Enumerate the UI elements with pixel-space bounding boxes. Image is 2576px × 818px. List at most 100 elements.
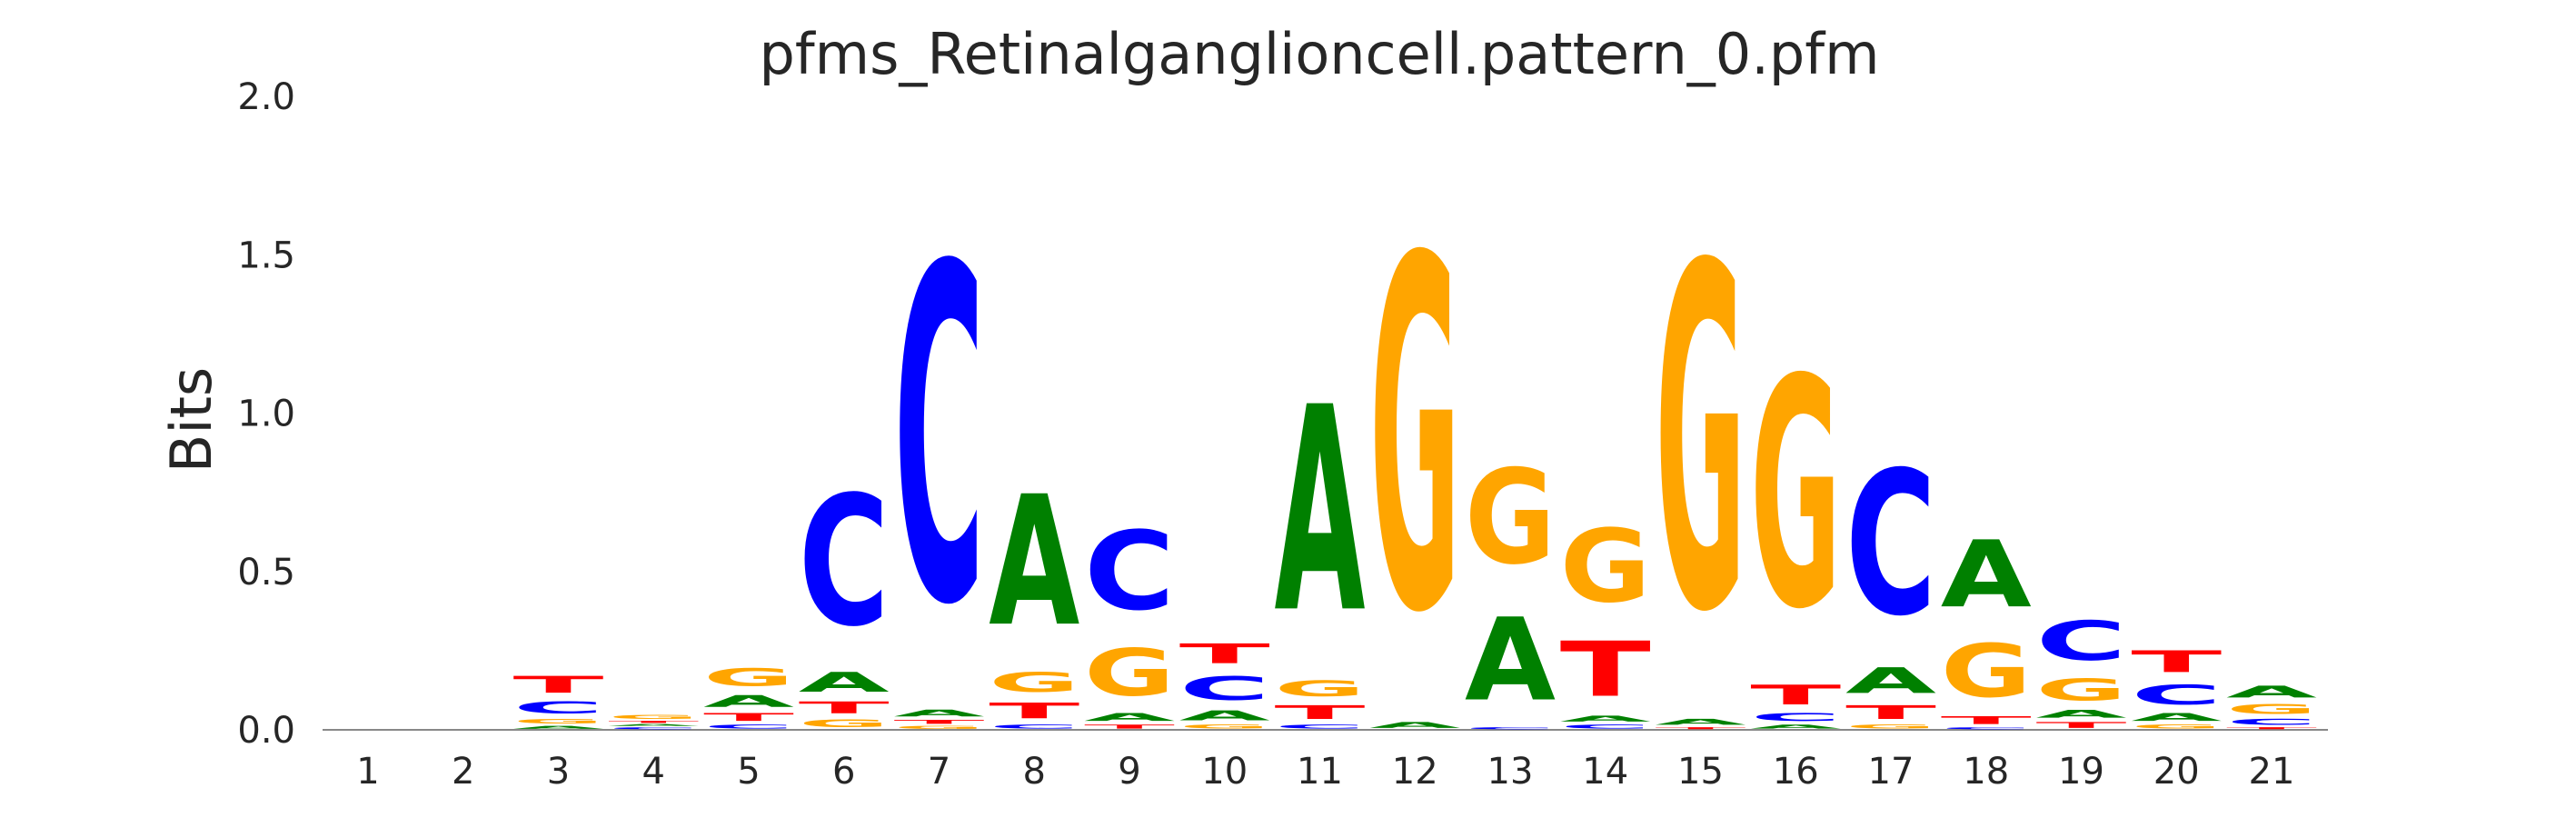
y-axis-label: Bits: [158, 367, 224, 473]
logo-letter-t: T: [1656, 727, 1746, 730]
logo-letter-c: C: [1274, 723, 1365, 730]
logo-letter-g: G: [513, 717, 604, 725]
logo-letter-t: T: [513, 671, 604, 698]
logo-letter-a: A: [1369, 721, 1460, 730]
x-tick-label: 1: [356, 751, 379, 793]
logo-letter-g: G: [703, 663, 794, 692]
logo-letter-c: C: [1084, 509, 1175, 635]
logo-letter-t: T: [2131, 644, 2222, 679]
logo-letter-c: C: [2036, 609, 2127, 673]
logo-letter-t: T: [1179, 638, 1270, 670]
logo-letter-g: G: [1656, 167, 1746, 715]
y-tick-label: 1.5: [237, 234, 295, 276]
logo-letter-g: G: [608, 714, 699, 721]
logo-letter-t: T: [608, 721, 699, 723]
logo-letter-a: A: [1941, 522, 2032, 629]
logo-letter-a: A: [2036, 708, 2127, 721]
logo-letter-c: C: [703, 723, 794, 730]
logo-letter-c: C: [799, 458, 890, 666]
y-tick-label: 2.0: [237, 76, 295, 118]
x-tick-label: 13: [1487, 751, 1534, 793]
logo-letter-t: T: [1084, 723, 1175, 730]
logo-letter-g: G: [989, 666, 1079, 698]
logo-letter-t: T: [703, 711, 794, 723]
logo-letter-g: G: [1369, 157, 1460, 718]
logo-letter-t: T: [1845, 702, 1936, 723]
logo-letter-a: A: [1179, 708, 1270, 723]
x-tick-label: 10: [1201, 751, 1248, 793]
logo-letter-a: A: [1560, 714, 1651, 723]
logo-letter-c: C: [2226, 717, 2317, 726]
x-tick-label: 18: [1963, 751, 2009, 793]
logo-letter-t: T: [1750, 679, 1841, 711]
logo-letter-a: A: [1465, 594, 1556, 726]
logo-letter-t: T: [989, 698, 1080, 723]
logo-letter-a: A: [2131, 711, 2222, 723]
x-tick-label: 20: [2153, 751, 2200, 793]
y-tick-label: 0.5: [237, 552, 295, 594]
logo-letter-g: G: [894, 725, 985, 730]
x-tick-label: 8: [1023, 751, 1046, 793]
x-axis-ticks: 1 2 3 4 5 6 7 8 9 10 11 12 13 14 15 16 17 18 19 20 21: [356, 751, 2294, 793]
x-tick-label: 9: [1118, 751, 1140, 793]
logo-letter-g: G: [1275, 676, 1366, 702]
logo-letter-g: G: [1845, 723, 1936, 730]
x-tick-label: 6: [832, 751, 855, 793]
logo-letter-c: C: [1560, 723, 1651, 730]
logo-letter-t: T: [1941, 714, 2032, 727]
chart-title: pfms_Retinalganglioncell.pattern_0.pfm: [760, 21, 1880, 87]
logo-letter-a: A: [1275, 347, 1366, 674]
logo-letter-g: G: [1179, 723, 1270, 730]
logo-letter-a: A: [1656, 717, 1746, 726]
x-tick-label: 5: [737, 751, 760, 793]
logo-letter-a: A: [608, 723, 699, 726]
x-tick-label: 3: [547, 751, 570, 793]
logo-letter-c: C: [1179, 670, 1270, 707]
logo-letter-a: A: [1845, 661, 1936, 702]
x-tick-label: 12: [1392, 751, 1438, 793]
logo-letter-g: G: [1084, 634, 1175, 711]
y-tick-label: 0.0: [237, 710, 295, 752]
x-tick-label: 19: [2058, 751, 2104, 793]
logo-letter-t: T: [1560, 626, 1651, 714]
x-tick-label: 16: [1773, 751, 1819, 793]
logo-letter-g: G: [1941, 629, 2032, 714]
y-axis-ticks: 0.0 0.5 1.0 1.5 2.0: [237, 76, 295, 752]
y-tick-label: 1.0: [237, 394, 295, 435]
logo-letter-t: T: [894, 719, 985, 725]
logo-letter-a: A: [513, 725, 604, 730]
x-tick-label: 15: [1677, 751, 1724, 793]
x-tick-label: 4: [642, 751, 665, 793]
logo-letter-c: C: [894, 172, 985, 707]
logo-letter-c: C: [1845, 430, 1936, 660]
logo-letter-g: G: [2226, 702, 2317, 717]
logo-letter-c: C: [513, 698, 604, 717]
logo-letter-c: C: [1941, 727, 2032, 730]
logo-letter-a: A: [989, 459, 1079, 666]
logo-letter-a: A: [2226, 683, 2317, 702]
logo-letter-c: C: [1465, 727, 1556, 730]
logo-letter-g: G: [799, 717, 890, 730]
logo-letter-t: T: [799, 698, 890, 717]
logo-letter-g: G: [1750, 314, 1841, 679]
logo-letter-t: T: [1275, 702, 1366, 723]
logo-letter-c: C: [608, 727, 699, 730]
logo-letter-c: C: [989, 723, 1079, 730]
x-tick-label: 17: [1868, 751, 1915, 793]
logo-letter-t: T: [2226, 727, 2317, 730]
logo-letter-g: G: [2036, 673, 2127, 708]
x-tick-label: 2: [452, 751, 474, 793]
logo-letter-a: A: [1084, 711, 1175, 723]
logo-letter-g: G: [1560, 509, 1651, 625]
x-tick-label: 21: [2249, 751, 2295, 793]
logo-letter-a: A: [894, 708, 985, 719]
logo-letter-a: A: [1750, 723, 1841, 730]
logo-letter-a: A: [799, 667, 890, 699]
logo-letter-c: C: [1750, 711, 1841, 723]
logo-letter-g: G: [1465, 443, 1556, 594]
logo-letter-t: T: [2036, 721, 2127, 730]
logo-letter-g: G: [2131, 723, 2222, 730]
logo-letter-c: C: [2131, 679, 2222, 711]
x-tick-label: 7: [928, 751, 950, 793]
